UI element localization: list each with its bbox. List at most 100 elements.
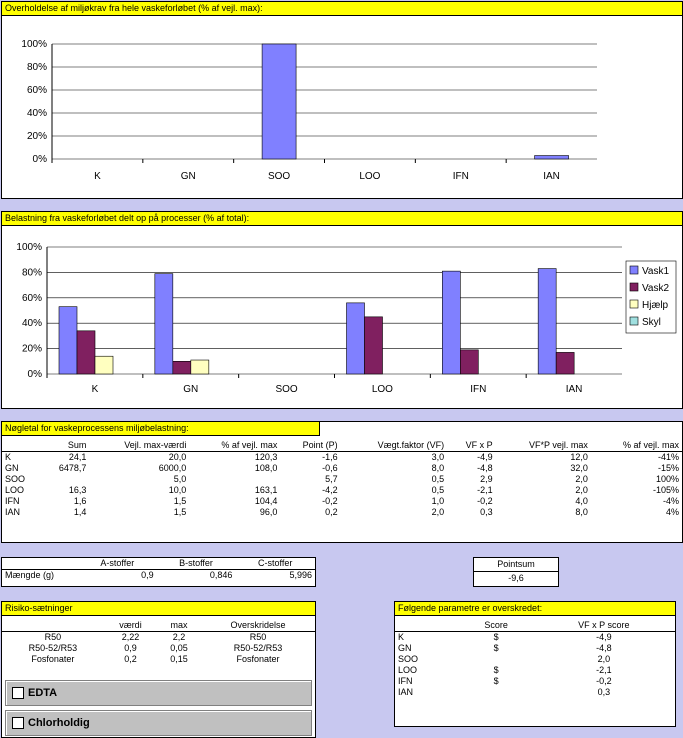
nogletal-cell: 0,5: [431, 474, 445, 484]
risiko-cell: 0,05: [170, 643, 188, 653]
chlor-checkbox[interactable]: Chlorholdig: [5, 710, 312, 736]
nogletal-cell: -2,1: [477, 485, 493, 495]
stoffer-header: B-stoffer: [179, 558, 213, 568]
nogletal-cell: -0,2: [322, 496, 338, 506]
parametre-table: Score VF x P score K $ -4,9 GN $ -4,8 SOO 2,0 LOO…: [395, 620, 675, 698]
legend: Vask1 Vask2 Hjælp Skyl: [625, 260, 677, 334]
parametre-cell: -4,8: [596, 643, 612, 653]
nogletal-header: [2, 440, 41, 452]
risiko-cell: 0,2: [124, 654, 137, 664]
nogletal-cell: 32,0: [570, 463, 588, 473]
y-tick-label: 20%: [22, 344, 42, 355]
nogletal-cell: [40, 474, 89, 485]
x-tick-label: IFN: [453, 171, 469, 182]
nogletal-cell: 2,9: [480, 474, 493, 484]
y-tick-label: 80%: [27, 62, 47, 73]
stoffer-cell: 5,996: [289, 570, 312, 580]
x-tick-label: K: [94, 171, 101, 182]
nogletal-header: Sum: [40, 440, 90, 452]
nogletal-cell: -15%: [657, 463, 679, 473]
parametre-cell: $: [493, 665, 499, 675]
parametre-cell: $: [493, 643, 499, 653]
risiko-cell: R50: [249, 632, 267, 642]
nogletal-cell: -4,9: [477, 452, 493, 462]
checkbox-box[interactable]: [12, 717, 24, 730]
x-tick-label: IAN: [543, 171, 560, 182]
parametre-header: [395, 620, 460, 632]
nogletal-cell: 5,0: [173, 474, 187, 484]
bar-Vask1: [442, 270, 461, 375]
bar-Vask2: [364, 316, 383, 375]
checkbox-box[interactable]: [12, 687, 24, 700]
nogletal-cell: LOO: [5, 485, 25, 495]
x-tick-label: GN: [181, 171, 196, 182]
nogletal-cell: 5,7: [325, 474, 338, 484]
bar-Vask2: [172, 361, 192, 375]
nogletal-header: % af vejl. max: [590, 440, 682, 452]
y-tick-label: 40%: [27, 108, 47, 119]
stoffer-cell: 0,846: [209, 570, 233, 580]
legend-label: Vask1: [642, 266, 669, 277]
table-row: GN $ -4,8: [395, 643, 675, 654]
nogletal-cell: 2,0: [575, 485, 588, 495]
nogletal-cell: 24,1: [68, 452, 87, 462]
nogletal-cell: -4,8: [477, 463, 493, 473]
bar-Vask1: [537, 268, 557, 375]
nogletal-cell: IFN: [5, 496, 20, 506]
x-tick-label: SOO: [275, 384, 297, 395]
nogletal-cell: [189, 474, 280, 485]
risiko-header: værdi: [103, 620, 158, 632]
bar-Hjælp: [190, 359, 210, 375]
nogletal-cell: 163,1: [254, 485, 278, 495]
y-tick-label: 0%: [33, 154, 48, 165]
parametre-cell: -0,2: [596, 676, 612, 686]
nogletal-cell: -41%: [657, 452, 679, 462]
parametre-cell: -4,9: [596, 632, 612, 642]
edta-checkbox[interactable]: EDTA: [5, 680, 312, 706]
nogletal-cell: K: [5, 452, 12, 462]
x-tick-label: K: [92, 384, 99, 395]
nogletal-cell: IAN: [5, 507, 21, 517]
table-row: IAN 0,3: [395, 687, 675, 698]
nogletal-cell: 6478,7: [58, 463, 87, 473]
nogletal-cell: -0,2: [477, 496, 493, 506]
chart2-panel: Belastning fra vaskeforløbet delt op på …: [1, 211, 683, 409]
table-row: SOO 2,0: [395, 654, 675, 665]
nogletal-cell: 20,0: [168, 452, 187, 462]
pointsum-value: -9,6: [508, 573, 524, 583]
bar: [534, 155, 569, 160]
stoffer-header: C-stoffer: [258, 558, 293, 568]
legend-label: Vask2: [642, 283, 669, 294]
nogletal-cell: 12,0: [570, 452, 588, 462]
risiko-cell: Fosfonater: [31, 654, 75, 664]
pointsum-panel: Pointsum -9,6: [473, 557, 559, 587]
parametre-cell: $: [493, 676, 499, 686]
nogletal-cell: GN: [5, 463, 19, 473]
table-row: IFN $ -0,2: [395, 676, 675, 687]
nogletal-cell: 108,0: [254, 463, 278, 473]
nogletal-cell: -1,6: [322, 452, 338, 462]
parametre-cell: SOO: [398, 654, 419, 664]
risiko-cell: 0,15: [170, 654, 188, 664]
bar: [261, 43, 297, 160]
parametre-header: VF x P score: [532, 620, 675, 632]
risiko-header: [2, 620, 104, 632]
risiko-table: værdi max Overskridelse R50 2,22 2,2 R50 R50-5…: [2, 620, 315, 665]
risiko-title: Risiko-sætninger: [2, 602, 315, 616]
x-tick-label: IAN: [566, 384, 583, 395]
chart2-title: Belastning fra vaskeforløbet delt op på …: [2, 212, 682, 226]
legend-swatch: [629, 299, 639, 309]
nogletal-cell: 16,3: [68, 485, 87, 495]
table-row: IFN 1,6 1,5 104,4 -0,2 1,0 -0,2 4,0 -4%: [2, 496, 682, 507]
nogletal-panel: Nøgletal for vaskeprocessens miljøbelast…: [1, 421, 683, 543]
nogletal-header: Vægt.faktor (VF): [340, 440, 448, 452]
table-row: K $ -4,9: [395, 632, 675, 644]
chart2-svg: 0%20%40%60%80%100%K GN SOO LOO IFN IANVask1Va…: [16, 242, 677, 395]
nogletal-cell: 120,3: [254, 452, 278, 462]
x-tick-label: LOO: [359, 171, 380, 182]
risiko-header: Overskridelse: [201, 620, 315, 632]
risiko-cell: R50-52/R53: [233, 643, 283, 653]
risiko-cell: 2,2: [172, 632, 186, 642]
parametre-cell: 0,3: [597, 687, 611, 697]
risiko-cell: Fosfonater: [236, 654, 280, 664]
